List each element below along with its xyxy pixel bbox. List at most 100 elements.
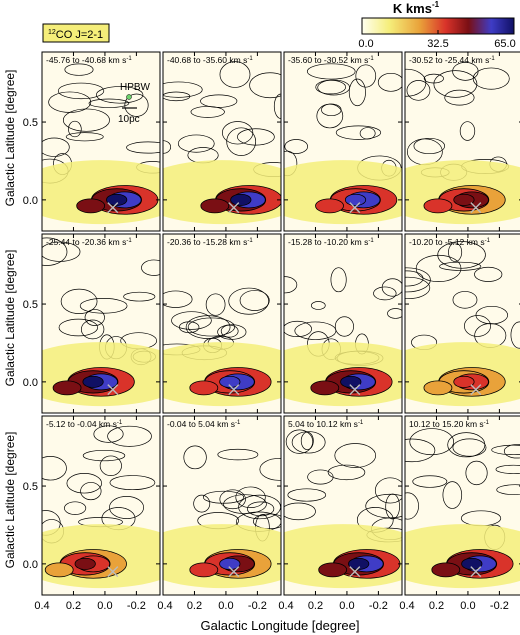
channel-panel: -40.68 to -35.60 km s-1 <box>162 51 282 232</box>
contour <box>464 315 491 337</box>
x-tick-label: 0.4 <box>157 600 172 612</box>
contour <box>62 108 110 132</box>
contour <box>405 68 427 97</box>
contour <box>42 241 81 262</box>
contour <box>95 86 144 104</box>
contour <box>80 319 105 340</box>
contour <box>228 287 270 315</box>
contour <box>495 464 520 474</box>
contour <box>219 489 246 510</box>
y-axis-label-row-2: Galactic Latitude [degree] <box>3 250 17 387</box>
panel-frame <box>162 233 282 414</box>
contour <box>433 70 478 98</box>
panel-grid: -45.76 to -40.68 km s-1 0.0 0.5 HPBW 10pc -40… <box>23 51 520 612</box>
colorbar-tick-mid: 32.5 <box>427 38 448 50</box>
y-axis-label-row-3: Galactic Latitude [degree] <box>3 432 17 569</box>
contour <box>68 120 82 138</box>
contour <box>452 62 479 81</box>
contour <box>284 139 309 154</box>
emission-core <box>453 375 475 388</box>
contour <box>405 438 436 463</box>
contour <box>474 266 503 282</box>
contour <box>385 493 400 520</box>
panel-frame <box>404 233 520 414</box>
emission-core <box>318 562 348 578</box>
emission-core <box>310 380 340 396</box>
velocity-range-label: -40.68 to -35.60 km s-1 <box>167 55 253 65</box>
contour <box>219 61 251 88</box>
contour <box>334 443 377 468</box>
contour <box>84 309 105 326</box>
contour <box>222 121 254 145</box>
channel-panel: -25.44 to -20.36 km s-1 0.0 0.5 <box>23 233 161 414</box>
contour <box>284 320 312 337</box>
emission-core <box>219 375 241 388</box>
channel-panel: -35.60 to -30.52 km s-1 <box>283 51 403 232</box>
contour <box>80 482 102 501</box>
contour <box>310 301 326 310</box>
channel-panel: 5.04 to 10.12 km s-1 0.4 0.2 0.0 -0.2 <box>278 415 403 612</box>
channel-panel: -30.52 to -25.44 km s-1 <box>404 51 520 232</box>
position-marker <box>470 202 482 214</box>
contour <box>141 259 160 276</box>
position-marker <box>228 384 240 396</box>
emission-core <box>189 562 219 578</box>
y-tick-label: 0.5 <box>23 481 38 493</box>
contour <box>217 324 247 340</box>
channel-panel: -20.36 to -15.28 km s-1 <box>162 233 282 414</box>
hpbw-beam <box>126 94 132 100</box>
contour <box>307 469 334 485</box>
position-marker <box>349 384 361 396</box>
contour <box>452 438 487 457</box>
contour <box>374 477 402 504</box>
x-tick-label: 0.4 <box>399 600 414 612</box>
contour <box>235 486 266 509</box>
panel-frame <box>283 415 403 596</box>
panel-frame <box>404 51 520 232</box>
velocity-range-label: 10.12 to 15.20 km s-1 <box>409 419 490 429</box>
x-tick-label: -0.2 <box>490 600 509 612</box>
contour <box>163 290 193 308</box>
contour <box>79 298 128 314</box>
velocity-range-label: -10.20 to -5.12 km s-1 <box>409 237 491 247</box>
contour <box>42 137 70 157</box>
emission-core <box>423 198 453 214</box>
channel-panel: -0.04 to 5.04 km s-1 0.4 0.2 0.0 -0.2 <box>157 415 282 612</box>
contour <box>217 448 259 461</box>
velocity-range-label: -30.52 to -25.44 km s-1 <box>409 55 495 65</box>
x-tick-label: 0.0 <box>218 600 233 612</box>
contour <box>253 513 281 530</box>
panel-frame <box>404 415 520 596</box>
contour <box>291 431 326 454</box>
channel-panel: -15.28 to -10.20 km s-1 <box>283 233 403 414</box>
contour <box>193 494 211 513</box>
contour <box>42 237 68 266</box>
emission-core <box>453 193 475 206</box>
y-axis-label-row-1: Galactic Latitude [degree] <box>3 70 17 207</box>
panel-frame <box>162 51 282 232</box>
contour <box>183 445 207 470</box>
x-tick-label: 0.0 <box>339 600 354 612</box>
colorbar-title: K kms-1 <box>393 0 440 16</box>
channel-panel: 10.12 to 15.20 km s-1 0.4 0.2 0.0 -0.2 <box>399 415 520 612</box>
contour <box>126 141 160 154</box>
contour <box>355 64 377 88</box>
colorbar: K kms-1 0.0 32.5 65.0 <box>358 0 515 50</box>
contour <box>205 293 226 316</box>
contour <box>223 494 267 514</box>
x-tick-label: 0.4 <box>278 600 293 612</box>
y-tick-label: 0.5 <box>23 299 38 311</box>
contour <box>88 98 130 108</box>
x-tick-label: 0.2 <box>429 600 444 612</box>
contour <box>60 288 98 314</box>
x-tick-label: 0.2 <box>308 600 323 612</box>
velocity-range-label: -35.60 to -30.52 km s-1 <box>288 55 374 65</box>
contour <box>377 72 402 92</box>
contour <box>177 134 215 153</box>
x-tick-label: 0.0 <box>97 600 112 612</box>
contour <box>459 121 476 141</box>
velocity-range-label: -5.12 to -0.04 km s-1 <box>46 419 123 429</box>
contour <box>163 81 203 98</box>
y-tick-label: 0.5 <box>23 117 38 129</box>
